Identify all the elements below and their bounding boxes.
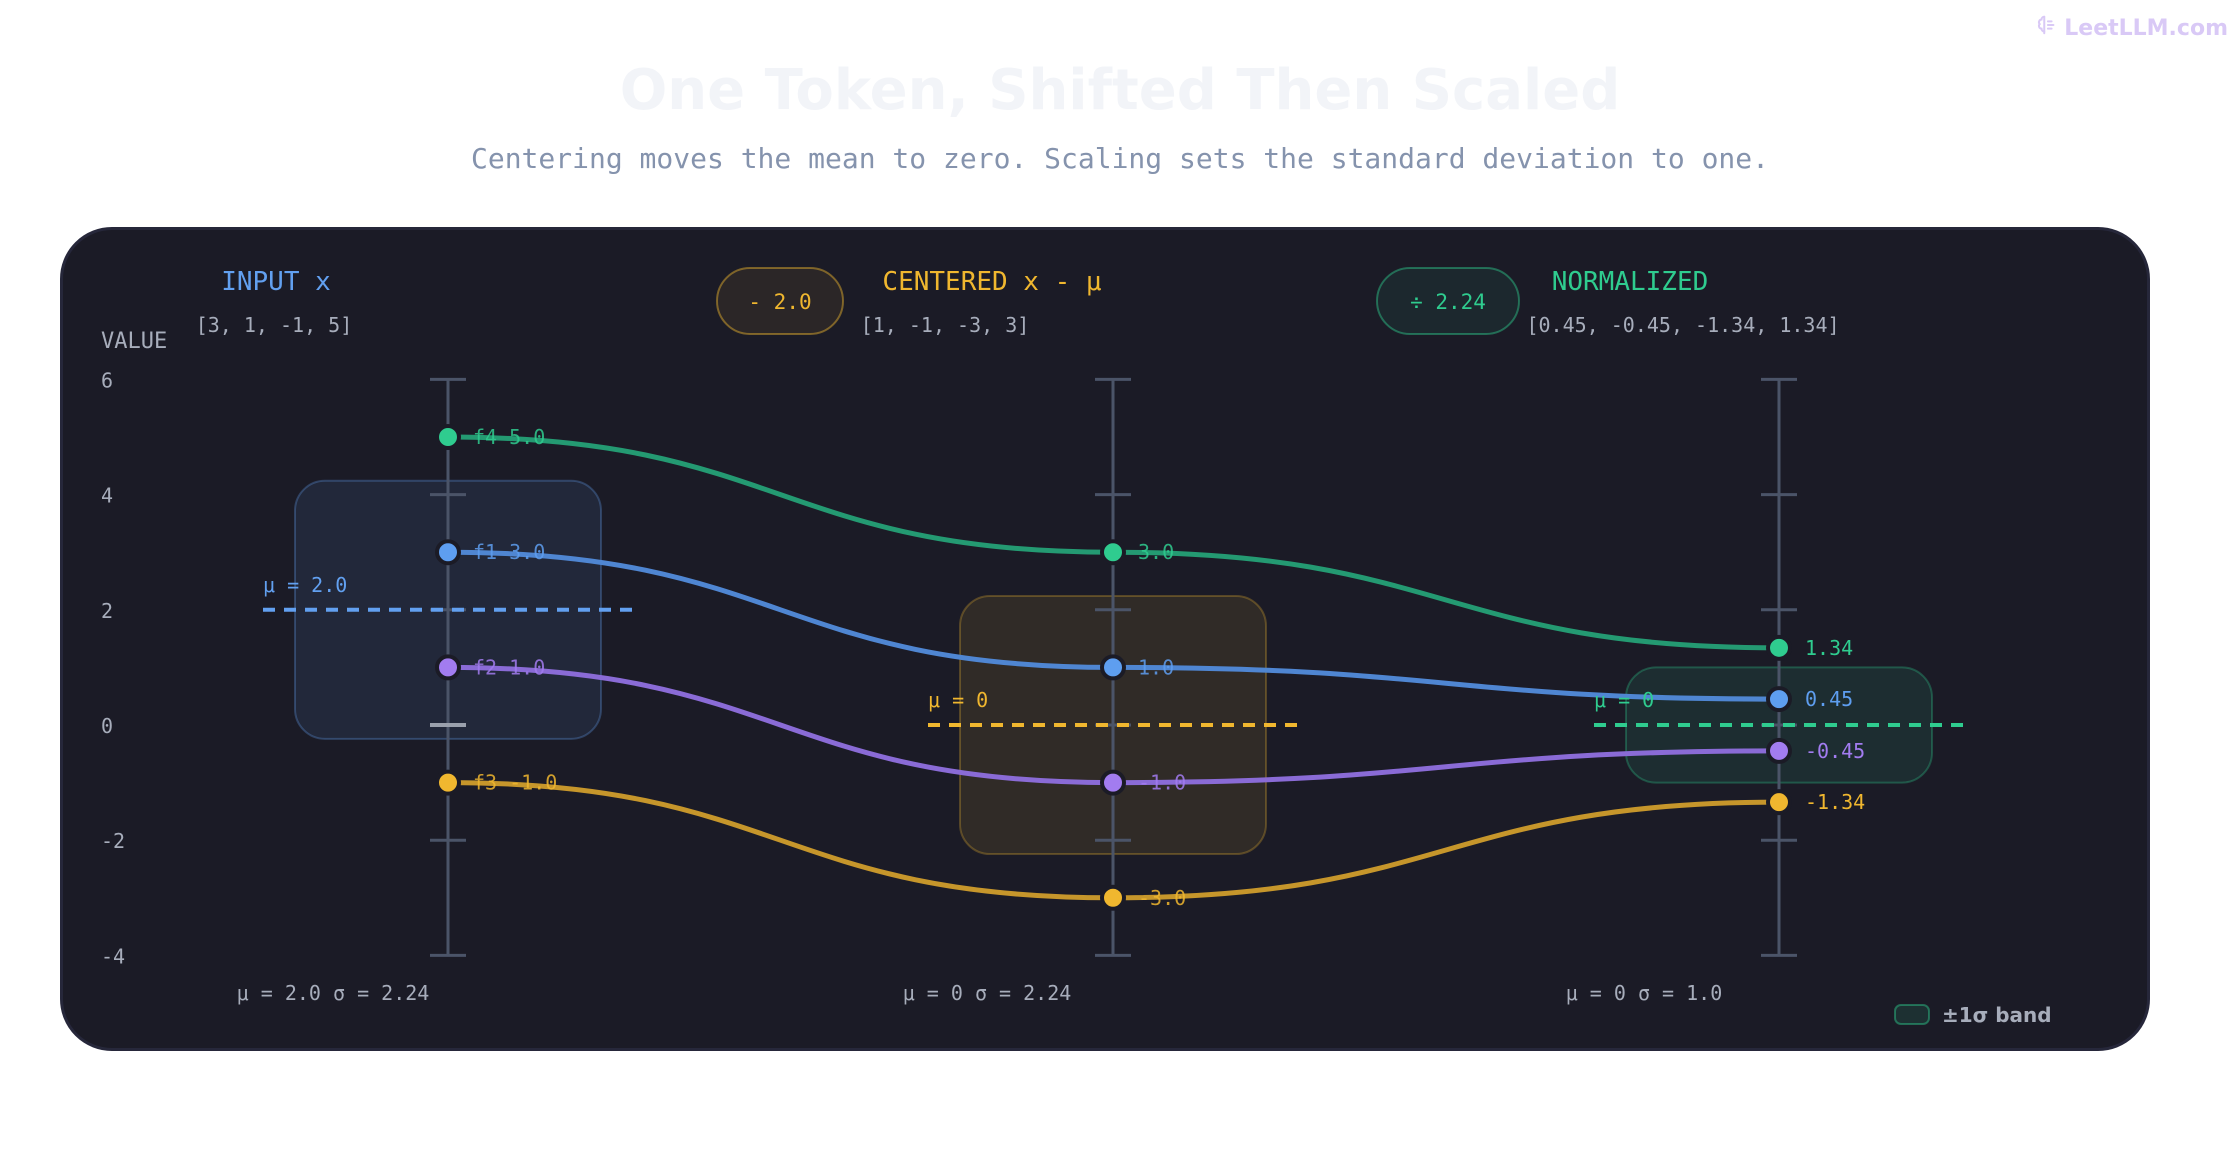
stage-title: INPUT x	[221, 267, 331, 297]
feature-point-f4	[1100, 539, 1126, 566]
diagram-panel	[60, 227, 2150, 1051]
feature-point-f2	[1766, 737, 1792, 764]
stage-title: CENTERED x - μ	[882, 267, 1101, 297]
feature-value-label: -1.0	[1138, 771, 1186, 795]
mean-label: μ = 0	[1594, 688, 1654, 712]
feature-value-label: -0.45	[1805, 739, 1865, 763]
axis-label: VALUE	[101, 329, 167, 354]
mean-label: μ = 2.0	[263, 573, 347, 597]
feature-value-label: 0.45	[1805, 687, 1853, 711]
stage-vector: [3, 1, -1, 5]	[196, 313, 353, 337]
axis-tick-label: 4	[101, 484, 113, 508]
feature-point-f2	[435, 654, 461, 681]
mean-label: μ = 0	[928, 688, 988, 712]
legend-swatch	[1894, 1004, 1930, 1025]
feature-value-label: f1 3.0	[473, 540, 545, 564]
stage-stats: μ = 0 σ = 1.0	[1566, 981, 1723, 1005]
operator-pill	[1376, 267, 1520, 335]
feature-point-f1	[435, 539, 461, 566]
feature-value-label: -1.34	[1805, 790, 1865, 814]
brand-logo[interactable]: LeetLLM.com	[2036, 14, 2228, 42]
operator-pill	[716, 267, 844, 335]
brand-name: LeetLLM.com	[2064, 15, 2228, 41]
feature-point-f3	[1100, 884, 1126, 911]
feature-point-f4	[435, 424, 461, 450]
feature-point-f1	[1100, 654, 1126, 681]
stage-vector: [0.45, -0.45, -1.34, 1.34]	[1526, 313, 1839, 337]
feature-value-label: 3.0	[1138, 540, 1174, 564]
axis-tick-label: 0	[101, 714, 113, 738]
feature-value-label: f3 -1.0	[473, 771, 557, 795]
feature-value-label: f2 1.0	[473, 655, 545, 679]
feature-point-f3	[1766, 789, 1792, 816]
feature-point-f1	[1766, 686, 1792, 713]
operator-label: - 2.0	[748, 290, 811, 314]
feature-point-f4	[1766, 634, 1792, 661]
feature-value-label: -3.0	[1138, 886, 1186, 910]
feature-value-label: 1.0	[1138, 655, 1174, 679]
stage-vector: [1, -1, -3, 3]	[861, 313, 1030, 337]
legend-label: ±1σ band	[1942, 1003, 2052, 1027]
stage-title: NORMALIZED	[1552, 267, 1709, 297]
axis-tick-label: 6	[101, 368, 113, 392]
feature-value-label: 1.34	[1805, 636, 1853, 660]
axis-tick-label: -2	[101, 829, 125, 853]
axis-tick-label: -4	[101, 944, 125, 968]
stage-stats: μ = 0 σ = 2.24	[903, 981, 1072, 1005]
page-subtitle: Centering moves the mean to zero. Scalin…	[470, 142, 1770, 175]
feature-point-f3	[435, 769, 461, 796]
feature-point-f2	[1100, 769, 1126, 796]
page-title: One Token, Shifted Then Scaled	[619, 58, 1621, 123]
operator-label: ÷ 2.24	[1410, 290, 1486, 314]
axis-tick-label: 2	[101, 599, 113, 623]
stage-stats: μ = 2.0 σ = 2.24	[237, 981, 430, 1005]
brain-icon	[2036, 14, 2058, 42]
feature-value-label: f4 5.0	[473, 425, 545, 449]
